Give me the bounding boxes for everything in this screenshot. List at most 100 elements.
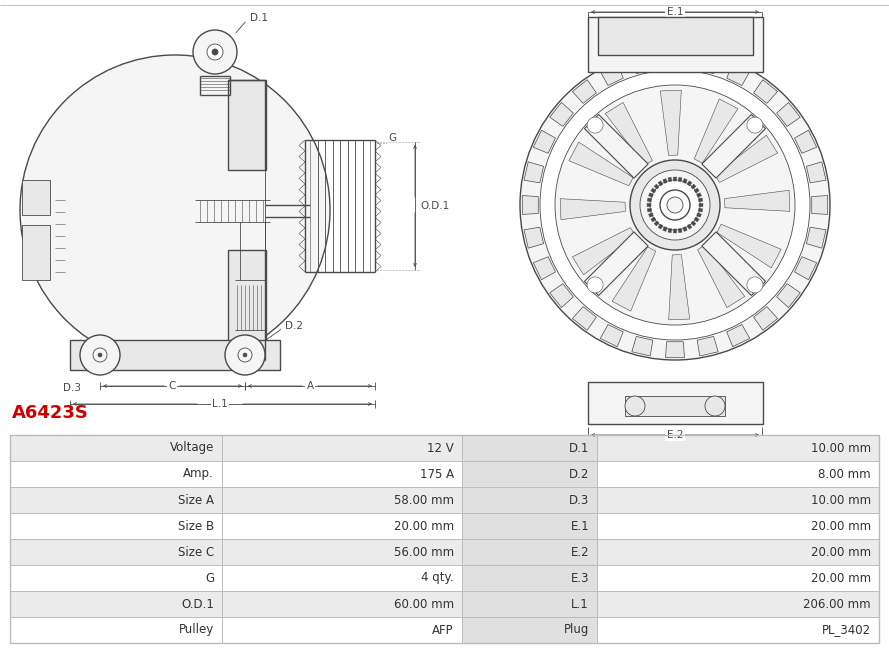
Bar (222, 565, 462, 591)
Bar (22, 180, 50, 215)
Polygon shape (694, 99, 738, 163)
Text: 206.00 mm: 206.00 mm (804, 597, 871, 611)
Circle shape (520, 50, 830, 360)
Bar (597, 461, 879, 487)
Polygon shape (697, 336, 718, 356)
Bar (10, 487, 222, 513)
Polygon shape (605, 103, 653, 165)
Text: C: C (168, 381, 176, 391)
Polygon shape (632, 336, 653, 356)
Bar (10, 591, 222, 617)
Text: AFP: AFP (432, 624, 454, 636)
Polygon shape (777, 103, 800, 126)
Circle shape (193, 30, 237, 74)
Bar (625, 396, 725, 416)
Text: L.1: L.1 (572, 597, 589, 611)
Bar (597, 435, 879, 461)
Polygon shape (658, 181, 663, 186)
Bar (10, 435, 222, 461)
Polygon shape (694, 217, 699, 222)
Bar (462, 435, 597, 461)
Polygon shape (651, 188, 656, 193)
Circle shape (660, 190, 690, 220)
Polygon shape (654, 221, 659, 226)
Polygon shape (658, 224, 663, 229)
Circle shape (625, 396, 645, 416)
Text: E.1: E.1 (667, 7, 684, 17)
Text: 58.00 mm: 58.00 mm (394, 494, 454, 507)
Text: 12 V: 12 V (428, 442, 454, 455)
Circle shape (80, 335, 120, 375)
Bar (462, 539, 597, 565)
Polygon shape (533, 130, 556, 153)
Bar (10, 513, 222, 539)
Circle shape (587, 277, 603, 293)
Text: D.1: D.1 (569, 442, 589, 455)
Polygon shape (777, 284, 800, 307)
Polygon shape (524, 227, 543, 248)
Text: D.2: D.2 (569, 467, 589, 480)
Bar (222, 435, 462, 461)
Polygon shape (694, 188, 699, 193)
Circle shape (540, 70, 810, 340)
Polygon shape (715, 136, 778, 182)
Polygon shape (683, 178, 687, 184)
Polygon shape (533, 257, 556, 280)
Polygon shape (725, 190, 789, 211)
Polygon shape (647, 203, 651, 207)
Polygon shape (613, 247, 656, 311)
Text: E.2: E.2 (667, 430, 684, 440)
Text: L.1: L.1 (212, 399, 228, 409)
Polygon shape (549, 103, 573, 126)
Polygon shape (698, 209, 702, 212)
Bar (598, 17, 753, 55)
Circle shape (555, 85, 795, 325)
Polygon shape (668, 228, 672, 233)
Polygon shape (754, 307, 778, 330)
Polygon shape (698, 245, 745, 307)
Text: PL_3402: PL_3402 (821, 624, 871, 636)
Polygon shape (726, 63, 749, 86)
Text: 20.00 mm: 20.00 mm (811, 572, 871, 584)
Polygon shape (698, 198, 702, 202)
Polygon shape (683, 226, 687, 232)
Bar (462, 461, 597, 487)
Polygon shape (573, 80, 597, 103)
Polygon shape (795, 257, 817, 280)
Polygon shape (647, 198, 652, 202)
Text: 175 A: 175 A (420, 467, 454, 480)
Text: 20.00 mm: 20.00 mm (811, 545, 871, 559)
Text: O.D.1: O.D.1 (420, 201, 449, 211)
Text: D.3: D.3 (569, 494, 589, 507)
Bar (597, 617, 879, 643)
Polygon shape (678, 228, 682, 233)
Bar (10, 435, 879, 643)
Polygon shape (668, 177, 672, 182)
Circle shape (640, 170, 710, 240)
Polygon shape (524, 162, 543, 183)
Text: 20.00 mm: 20.00 mm (394, 520, 454, 532)
Polygon shape (697, 54, 718, 74)
Circle shape (212, 49, 218, 55)
Text: 8.00 mm: 8.00 mm (819, 467, 871, 480)
Bar (222, 513, 462, 539)
Text: D.2: D.2 (285, 321, 303, 331)
Polygon shape (661, 90, 681, 155)
Polygon shape (666, 52, 685, 68)
Circle shape (20, 55, 330, 365)
Polygon shape (649, 213, 653, 217)
Polygon shape (663, 178, 667, 184)
Bar (588, 17, 763, 72)
Polygon shape (726, 324, 749, 347)
Bar (597, 513, 879, 539)
Text: 56.00 mm: 56.00 mm (394, 545, 454, 559)
Polygon shape (569, 142, 633, 186)
Bar (222, 591, 462, 617)
Text: Pulley: Pulley (179, 624, 214, 636)
Circle shape (630, 160, 720, 250)
Bar (22, 225, 50, 280)
Polygon shape (632, 54, 653, 74)
Circle shape (747, 117, 763, 133)
Bar (597, 487, 879, 513)
Bar (597, 539, 879, 565)
